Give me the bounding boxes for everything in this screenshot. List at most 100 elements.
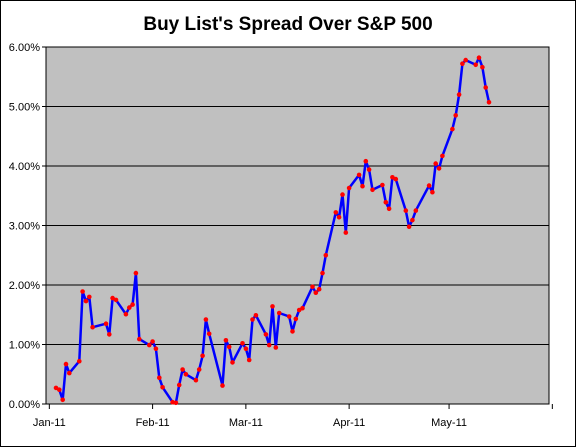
y-tick-label: 1.00% xyxy=(9,340,40,352)
x-tick-label: Mar-11 xyxy=(229,417,263,429)
data-point xyxy=(80,289,85,294)
x-tick-label: Feb-11 xyxy=(136,417,170,429)
data-point xyxy=(206,331,212,337)
data-point xyxy=(110,295,115,301)
data-point xyxy=(200,353,205,359)
data-point xyxy=(300,305,305,311)
data-point xyxy=(160,385,165,390)
data-point xyxy=(226,344,232,350)
data-point xyxy=(183,372,189,377)
data-point xyxy=(137,336,142,342)
data-point xyxy=(450,126,455,132)
data-point xyxy=(223,338,229,343)
data-point xyxy=(157,375,162,381)
y-tick-label: 2.00% xyxy=(9,280,40,292)
data-point xyxy=(413,208,419,213)
data-point xyxy=(403,208,409,213)
data-point xyxy=(230,360,235,365)
axes: 0.00% 1.00% 2.00% 3.00% 4.00% 5.00% 6.00% Jan-1… xyxy=(9,42,553,429)
data-point xyxy=(263,332,269,337)
data-point xyxy=(460,61,465,66)
data-point xyxy=(453,113,459,118)
data-point xyxy=(107,332,112,337)
data-point xyxy=(313,290,319,296)
data-point xyxy=(476,55,482,60)
data-point xyxy=(406,224,412,229)
data-point xyxy=(336,214,342,220)
data-point xyxy=(173,400,179,406)
data-point xyxy=(286,314,292,319)
data-point xyxy=(270,304,275,309)
data-point xyxy=(346,185,352,191)
data-point xyxy=(246,357,252,363)
data-point xyxy=(57,387,62,393)
data-point xyxy=(60,397,65,403)
data-point xyxy=(133,270,139,276)
data-point xyxy=(180,367,185,372)
data-point xyxy=(196,367,202,372)
data-point xyxy=(363,158,369,164)
x-tick-label: Apr-11 xyxy=(333,417,365,429)
y-tick-label: 0.00% xyxy=(9,399,40,411)
data-point xyxy=(380,182,385,188)
data-point xyxy=(67,370,72,376)
data-point xyxy=(360,183,365,189)
y-tick-label: 3.00% xyxy=(9,221,40,233)
data-point xyxy=(273,345,279,350)
data-point xyxy=(436,166,442,171)
data-point xyxy=(456,92,462,97)
data-point xyxy=(63,361,69,367)
data-point xyxy=(243,346,249,352)
data-point xyxy=(333,210,339,215)
data-point xyxy=(323,253,329,258)
data-point xyxy=(383,200,389,205)
y-tick-label: 5.00% xyxy=(9,102,40,114)
data-point xyxy=(390,175,395,180)
y-tick-label: 4.00% xyxy=(9,161,40,173)
data-point xyxy=(147,342,152,348)
data-point xyxy=(290,329,295,334)
x-tick-label: May-11 xyxy=(431,417,467,429)
data-point xyxy=(310,284,315,290)
data-point xyxy=(83,298,89,304)
data-point xyxy=(426,183,432,188)
data-point xyxy=(250,317,255,322)
y-tick-label: 6.00% xyxy=(9,42,40,54)
series-layer xyxy=(53,55,492,406)
data-point xyxy=(130,302,135,307)
data-point xyxy=(150,339,155,344)
data-point xyxy=(293,316,299,322)
data-point xyxy=(440,153,445,159)
data-point xyxy=(343,230,349,235)
data-point xyxy=(433,161,439,166)
data-point xyxy=(127,305,132,310)
chart-title: Buy List's Spread Over S&P 500 xyxy=(143,14,432,35)
data-point xyxy=(393,176,399,182)
data-point xyxy=(77,358,82,364)
data-point xyxy=(483,85,489,90)
gridlines xyxy=(46,46,549,345)
data-point xyxy=(253,313,259,318)
data-point xyxy=(473,62,479,68)
data-point xyxy=(463,57,469,63)
data-point xyxy=(220,383,225,388)
data-point xyxy=(153,346,159,352)
data-point xyxy=(87,294,92,300)
data-point xyxy=(370,187,375,193)
data-point xyxy=(90,324,95,330)
data-point xyxy=(193,377,199,383)
data-point xyxy=(340,192,345,197)
data-point xyxy=(240,341,245,346)
data-point xyxy=(103,321,109,327)
data-point xyxy=(430,189,435,195)
data-point xyxy=(266,342,272,348)
x-tick-label: Jan-11 xyxy=(33,417,66,429)
data-point xyxy=(480,64,485,70)
data-point xyxy=(410,217,415,223)
data-point xyxy=(113,297,119,303)
data-point xyxy=(176,382,182,388)
data-point xyxy=(356,172,362,178)
data-point xyxy=(203,317,209,322)
